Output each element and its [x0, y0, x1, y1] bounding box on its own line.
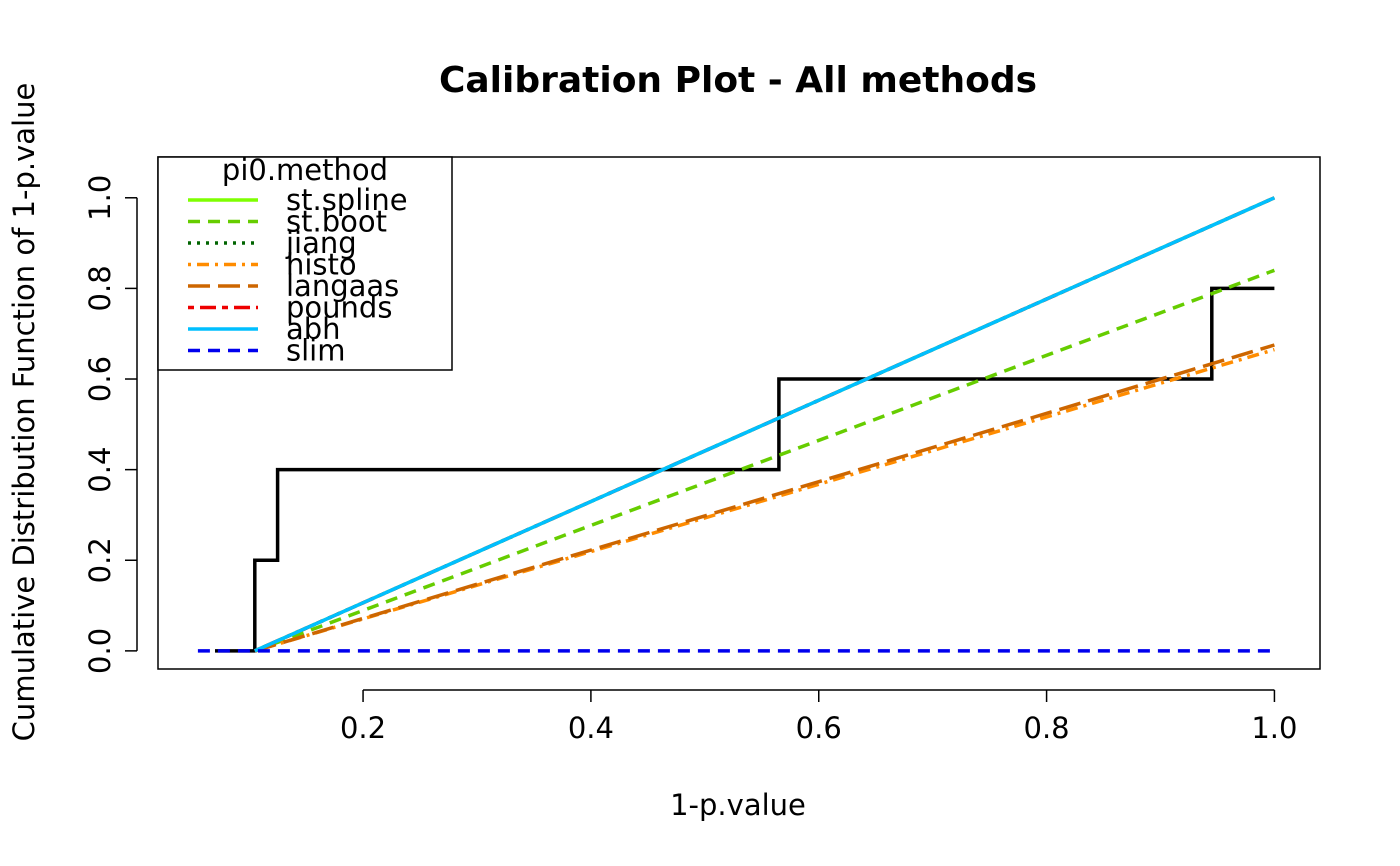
legend-label: abh	[286, 312, 341, 346]
y-axis: 0.0 0.2 0.4 0.6 0.8 1.0	[83, 175, 138, 674]
y-tick-label: 0.4	[83, 447, 117, 493]
legend-title: pi0.method	[222, 153, 388, 187]
series-line-abh	[254, 196, 1276, 653]
legend-label: slim	[286, 334, 345, 368]
x-tick-label: 0.2	[340, 711, 386, 745]
legend-label: jiang	[285, 226, 357, 260]
y-tick-label: 1.0	[83, 175, 117, 221]
x-axis-title: 1-p.value	[670, 788, 806, 822]
legend-label: histo	[286, 248, 357, 282]
series-lines	[197, 196, 1276, 653]
legend-label: st.spline	[286, 183, 408, 217]
x-tick-label: 1.0	[1251, 711, 1297, 745]
legend: pi0.methodst.splinest.bootjianghistolang…	[157, 153, 453, 371]
x-tick-label: 0.4	[568, 711, 614, 745]
legend-label: langaas	[286, 269, 399, 303]
y-tick-label: 0.8	[83, 265, 117, 311]
chart-title: Calibration Plot - All methods	[439, 60, 1037, 101]
x-tick-label: 0.8	[1024, 711, 1070, 745]
series-line-st-boot	[254, 268, 1276, 653]
y-tick-label: 0.6	[83, 356, 117, 402]
plot-frame	[157, 156, 1321, 670]
y-tick-label: 0.2	[83, 537, 117, 583]
legend-label: st.boot	[286, 205, 387, 239]
x-tick-label: 0.6	[796, 711, 842, 745]
y-axis-title: Cumulative Distribution Function of 1-p.…	[7, 83, 41, 742]
x-axis: 0.2 0.4 0.6 0.8 1.0	[340, 689, 1297, 745]
legend-label: pounds	[286, 291, 392, 325]
series-line-langaas	[254, 343, 1275, 653]
empirical-cdf-line	[215, 286, 1275, 653]
y-tick-label: 0.0	[83, 628, 117, 674]
series-line-histo	[254, 347, 1275, 653]
